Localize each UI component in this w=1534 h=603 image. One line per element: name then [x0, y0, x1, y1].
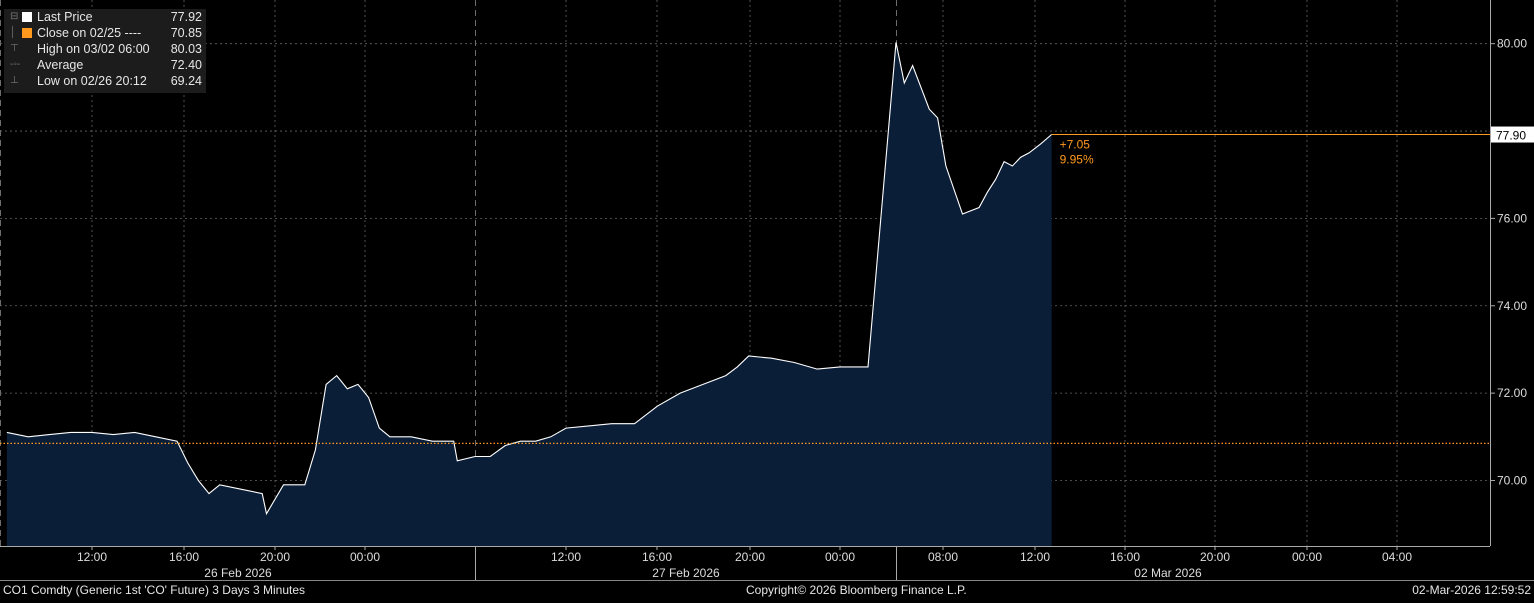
- legend-value: 80.03: [170, 42, 202, 56]
- x-tick-label: 00:00: [350, 550, 380, 564]
- x-tick-label: 08:00: [928, 550, 958, 564]
- last-price-marker: [22, 12, 32, 22]
- x-date-label: 02 Mar 2026: [1134, 566, 1202, 580]
- legend-label: Close on 02/25 ----: [37, 26, 142, 40]
- legend-value: 72.40: [170, 58, 202, 72]
- y-tick-label: 76.00: [1497, 211, 1527, 225]
- average-marker-icon: -◦-: [10, 59, 21, 70]
- legend-item-close: │ Close on 02/25 ---- 70.85: [4, 25, 206, 41]
- x-tick-label: 12:00: [551, 550, 581, 564]
- series-area: [6, 42, 1052, 547]
- chart-legend: ⊟ Last Price 77.92 │ Close on 02/25 ----…: [4, 9, 206, 93]
- x-date-label: 26 Feb 2026: [204, 566, 272, 580]
- legend-label: Last Price: [37, 10, 93, 24]
- high-marker-icon: ⊤: [10, 43, 19, 54]
- timestamp-text: 02-Mar-2026 12:59:52: [1412, 583, 1531, 597]
- tree-branch-icon: │: [10, 27, 17, 38]
- last-price-badge-label: 77.90: [1496, 129, 1526, 143]
- x-tick-label: 12:00: [77, 550, 107, 564]
- last-price-badge: [1491, 126, 1534, 143]
- copyright-text: Copyright© 2026 Bloomberg Finance L.P.: [746, 583, 967, 597]
- y-tick-label: 80.00: [1497, 37, 1527, 51]
- x-tick-label: 00:00: [825, 550, 855, 564]
- legend-value: 77.92: [170, 10, 202, 24]
- collapse-icon[interactable]: ⊟: [10, 11, 19, 22]
- x-date-label: 27 Feb 2026: [652, 566, 720, 580]
- x-tick-label: 16:00: [169, 550, 199, 564]
- legend-label: Average: [37, 58, 84, 72]
- legend-value: 69.24: [170, 74, 202, 88]
- x-tick-label: 20:00: [1200, 550, 1230, 564]
- y-tick-label: 70.00: [1497, 473, 1527, 487]
- legend-item-high: ⊤ High on 03/02 06:00 80.03: [4, 41, 206, 57]
- legend-item-last-price: ⊟ Last Price 77.92: [4, 9, 206, 25]
- x-tick-label: 00:00: [1292, 550, 1322, 564]
- close-marker: [22, 28, 32, 38]
- chart-footer: CO1 Comdty (Generic 1st 'CO' Future) 3 D…: [0, 581, 1534, 598]
- x-tick-label: 04:00: [1382, 550, 1412, 564]
- y-tick-label: 74.00: [1497, 299, 1527, 313]
- x-tick-label: 12:00: [1020, 550, 1050, 564]
- legend-label: High on 03/02 06:00: [37, 42, 150, 56]
- series-line: [6, 42, 1052, 516]
- change-pct-label: 9.95%: [1060, 153, 1094, 167]
- x-tick-label: 20:00: [735, 550, 765, 564]
- change-abs-label: +7.05: [1060, 138, 1091, 152]
- security-description: CO1 Comdty (Generic 1st 'CO' Future) 3 D…: [3, 583, 306, 597]
- x-tick-label: 20:00: [260, 550, 290, 564]
- low-marker-icon: ⊥: [10, 75, 19, 86]
- legend-value: 70.85: [170, 26, 202, 40]
- legend-item-average: -◦- Average 72.40: [4, 57, 206, 73]
- x-tick-label: 16:00: [642, 550, 672, 564]
- legend-label: Low on 02/26 20:12: [37, 74, 147, 88]
- y-tick-label: 72.00: [1497, 386, 1527, 400]
- legend-item-low: ⊥ Low on 02/26 20:12 69.24: [4, 73, 206, 89]
- x-tick-label: 16:00: [1110, 550, 1140, 564]
